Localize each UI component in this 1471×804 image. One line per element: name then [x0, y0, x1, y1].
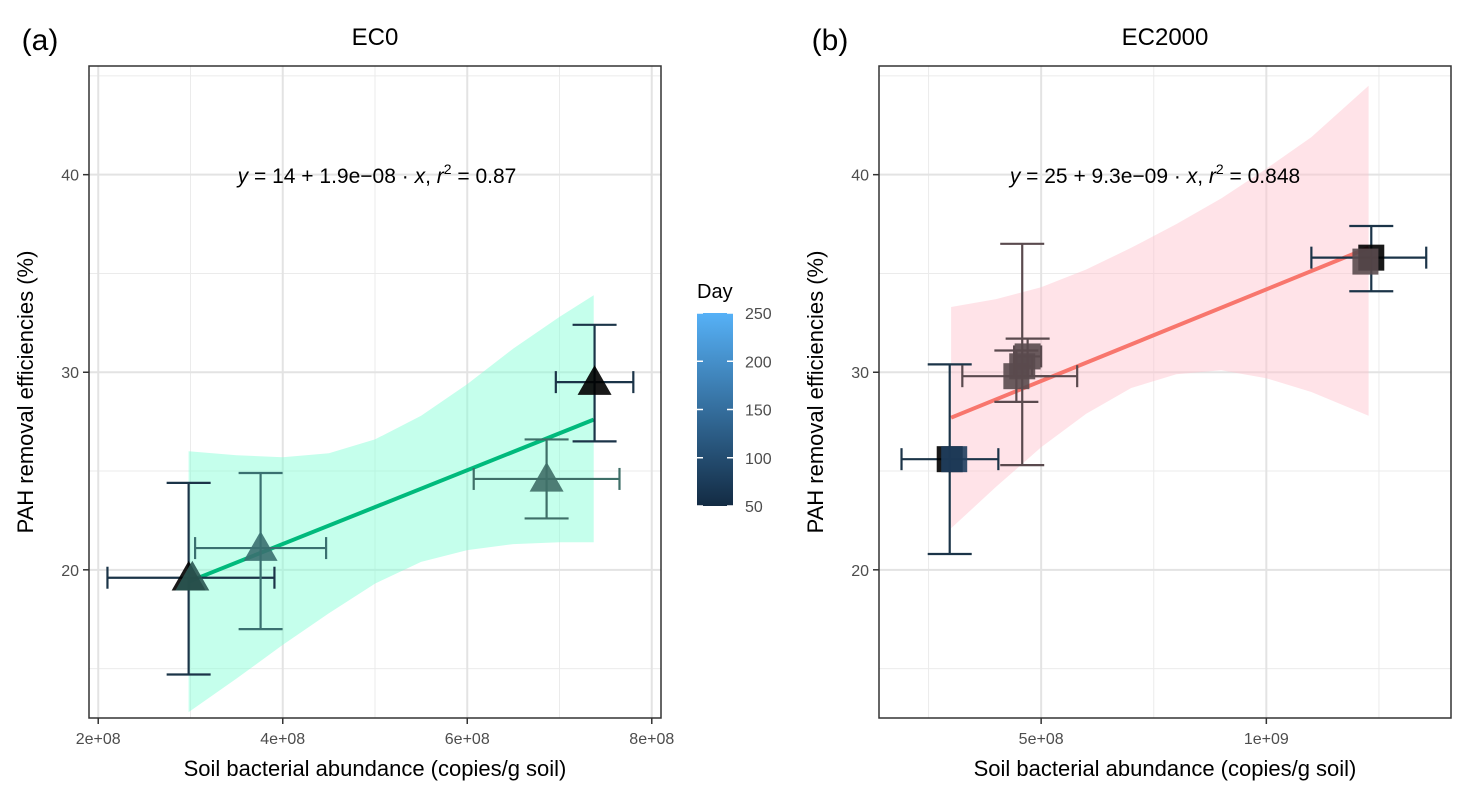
x-tick-label: 5e+08 [1019, 731, 1064, 748]
y-axis-title: PAH removal efficiencies (%) [13, 251, 38, 534]
y-axis-title: PAH removal efficiencies (%) [803, 251, 828, 534]
equation-y_var: y [1008, 165, 1022, 188]
equation-slope: 9.3e−09 [1092, 165, 1169, 188]
equation-r2: 0.848 [1248, 165, 1301, 188]
equation-intercept: 14 [272, 165, 296, 188]
panel-border [88, 65, 662, 719]
equation-eq_r2: = [452, 165, 476, 188]
legend-tick-label: 100 [745, 451, 772, 468]
equation-slope: 1.9e−08 [319, 165, 396, 188]
data-point-triangle [243, 531, 278, 561]
y-tick-label: 40 [851, 168, 869, 185]
x-tick-label: 8e+08 [629, 731, 674, 748]
panel-border [878, 65, 1452, 719]
data-point-square [941, 446, 968, 473]
legend-tick-label: 250 [745, 306, 772, 323]
equation-dot: · [1168, 165, 1187, 188]
equation-sup: 2 [1216, 161, 1224, 177]
y-tick-label: 40 [61, 168, 79, 185]
legend-tick-label: 150 [745, 403, 772, 420]
equation-plus: + [1068, 165, 1092, 188]
y-tick-label: 20 [61, 563, 79, 580]
x-tick-label: 6e+08 [445, 731, 490, 748]
equation-eq: = [1020, 165, 1044, 188]
confidence-band [188, 295, 594, 713]
equation-r_var: r [1209, 165, 1217, 188]
legend-title: Day [697, 281, 733, 303]
regression-line [950, 245, 1370, 420]
regression-equation: y = 14 + 1.9e−08 · x, r2 = 0.87 [236, 161, 517, 188]
equation-plus: + [295, 165, 319, 188]
y-tick-label: 20 [851, 563, 869, 580]
data-point-triangle [529, 461, 564, 492]
x-tick-label: 2e+08 [76, 731, 121, 748]
panel-b: 5e+08 1e+09 20 30 40 EC2000 (b) Soil bacterial … [803, 24, 1452, 781]
regression-equation: y = 25 + 9.3e−09 · x, r2 = 0.848 [1008, 161, 1300, 188]
legend-tick-label: 50 [745, 499, 763, 516]
x-axis-title: Soil bacterial abundance (copies/g soil) [184, 756, 567, 781]
y-tick-label: 30 [61, 365, 79, 382]
equation-dot: · [396, 165, 415, 188]
equation-x_var: x [1186, 165, 1199, 188]
data-point-triangle [175, 560, 210, 591]
equation-eq: = [248, 165, 272, 188]
panel-title: EC0 [352, 24, 399, 51]
panel-label: (b) [812, 24, 849, 57]
legend-day: Day 50 100 150 200 250 [697, 281, 772, 516]
equation-r2: 0.87 [475, 165, 516, 188]
panel-a: 2e+08 4e+08 6e+08 8e+08 20 30 40 EC0 (a) Soil bac… [13, 24, 674, 781]
equation-sup: 2 [444, 161, 452, 177]
equation-eq_r2: = [1224, 165, 1248, 188]
legend-tick-label: 200 [745, 354, 772, 371]
panel-title: EC2000 [1122, 24, 1209, 51]
data-point-square [1014, 343, 1041, 370]
x-tick-label: 4e+08 [260, 731, 305, 748]
equation-y_var: y [236, 165, 250, 188]
equation-x_var: x [414, 165, 427, 188]
equation-comma: , [1197, 165, 1209, 188]
equation-r_var: r [437, 165, 445, 188]
equation-comma: , [425, 165, 437, 188]
data-point-triangle [577, 365, 612, 395]
panel-label: (a) [22, 24, 59, 57]
confidence-band [951, 85, 1369, 529]
y-tick-label: 30 [851, 365, 869, 382]
x-tick-label: 1e+09 [1244, 731, 1289, 748]
equation-intercept: 25 [1044, 165, 1067, 188]
data-point-square [1352, 248, 1379, 275]
x-axis-title: Soil bacterial abundance (copies/g soil) [974, 756, 1357, 781]
